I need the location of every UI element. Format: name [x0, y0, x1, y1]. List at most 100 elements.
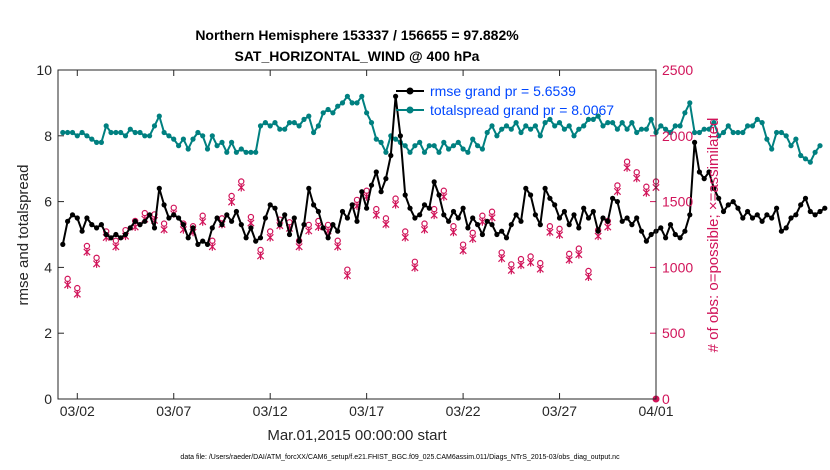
obs-assimilated-point — [160, 225, 168, 234]
totalspread-point — [450, 143, 457, 149]
rmse-point — [658, 225, 664, 231]
obs-assimilated-point — [430, 211, 438, 220]
totalspread-point — [60, 129, 66, 136]
totalspread-point — [605, 120, 611, 126]
totalspread-point — [417, 139, 423, 145]
totalspread-point — [793, 136, 799, 142]
totalspread-point — [402, 143, 408, 149]
rmse-point — [94, 225, 100, 231]
x-axis-label: Mar.01,2015 00:00:00 start — [267, 427, 447, 444]
rmse-point — [518, 218, 524, 224]
plot-frame — [57, 69, 657, 400]
totalspread-point — [421, 149, 428, 155]
rmse-point — [470, 215, 476, 221]
rmse-point — [614, 199, 621, 205]
totalspread-point — [470, 136, 476, 142]
obs-assimilated-point — [642, 188, 650, 197]
totalspread-point — [291, 120, 297, 126]
totalspread-point — [142, 133, 148, 139]
y-right-tick-label: 1000 — [662, 259, 693, 275]
rmse-point — [556, 215, 563, 221]
rmse-point — [74, 215, 80, 221]
totalspread-point — [802, 156, 809, 162]
rmse-point — [69, 212, 76, 218]
totalspread-point — [489, 123, 495, 129]
totalspread-point — [113, 129, 119, 136]
totalspread-point — [238, 146, 244, 152]
totalspread-point — [151, 123, 158, 129]
x-tick-labels: 03/02 03/07 03/12 03/17 03/22 03/27 04/01 — [60, 403, 674, 419]
rmse-point — [277, 222, 283, 228]
rmse-point — [735, 205, 741, 211]
y-right-tick-label: 1500 — [662, 194, 693, 210]
totalspread-point — [224, 149, 230, 155]
totalspread-point — [253, 149, 259, 155]
rmse-point — [147, 212, 153, 218]
totalspread-point — [730, 129, 736, 136]
rmse-point — [156, 185, 162, 191]
rmse-point — [494, 231, 500, 238]
totalspread-point — [503, 123, 510, 129]
rmse-point — [431, 179, 437, 185]
rmse-point — [802, 195, 809, 201]
obs-assimilated-point — [208, 242, 216, 251]
rmse-point — [619, 218, 625, 224]
rmse-point — [441, 212, 447, 218]
totalspread-point — [243, 149, 249, 155]
rmse-point — [571, 212, 577, 218]
rmse-point — [508, 222, 514, 228]
rmse-point — [460, 205, 466, 211]
rmse-point — [359, 189, 365, 195]
rmse-point — [306, 185, 312, 191]
totalspread-point — [330, 110, 336, 116]
totalspread-point — [378, 139, 384, 145]
totalspread-point — [195, 129, 201, 136]
totalspread-point — [325, 106, 331, 113]
rmse-point — [142, 218, 148, 224]
totalspread-point — [619, 120, 625, 126]
totalspread-point — [667, 129, 674, 136]
rmse-point — [643, 238, 650, 244]
totalspread-point — [508, 126, 514, 132]
rmse-point — [219, 222, 225, 228]
totalspread-point — [696, 129, 703, 136]
obs-assimilated-point — [613, 187, 622, 196]
rmse-point — [402, 192, 408, 198]
rmse-point — [296, 238, 302, 244]
rmse-point — [585, 215, 592, 221]
obs-assimilated-point — [449, 228, 458, 237]
totalspread-point — [277, 126, 283, 132]
totalspread-point — [272, 120, 278, 126]
rmse-point — [257, 235, 264, 241]
totalspread-point — [108, 129, 114, 136]
totalspread-point — [122, 133, 129, 139]
totalspread-point — [629, 120, 635, 126]
rmse-point — [817, 208, 823, 215]
rmse-point — [118, 235, 124, 241]
rmse-point — [388, 152, 394, 159]
obs-assimilated-point — [536, 265, 544, 274]
totalspread-point — [537, 133, 543, 139]
totalspread-point — [614, 126, 621, 132]
rmse-point — [151, 225, 158, 231]
totalspread-point — [393, 136, 399, 142]
rmse-point — [725, 202, 731, 208]
totalspread-point — [69, 129, 76, 136]
obs-assimilated-point — [565, 255, 573, 264]
totalspread-point — [156, 113, 162, 119]
rmse-point — [754, 212, 760, 218]
obs-assimilated-point — [546, 228, 554, 237]
totalspread-point — [745, 123, 751, 129]
totalspread-point — [359, 93, 365, 99]
rmse-point — [711, 185, 717, 191]
rmse-point — [103, 231, 109, 238]
totalspread-point — [566, 123, 572, 129]
rmse-point — [455, 215, 461, 221]
rmse-point — [272, 205, 278, 211]
rmse-point — [610, 195, 616, 201]
totalspread-point — [638, 126, 645, 132]
obs-assimilated-point — [507, 266, 515, 275]
rmse-point — [132, 218, 138, 224]
totalspread-point — [494, 133, 500, 139]
rmse-point — [667, 222, 674, 228]
